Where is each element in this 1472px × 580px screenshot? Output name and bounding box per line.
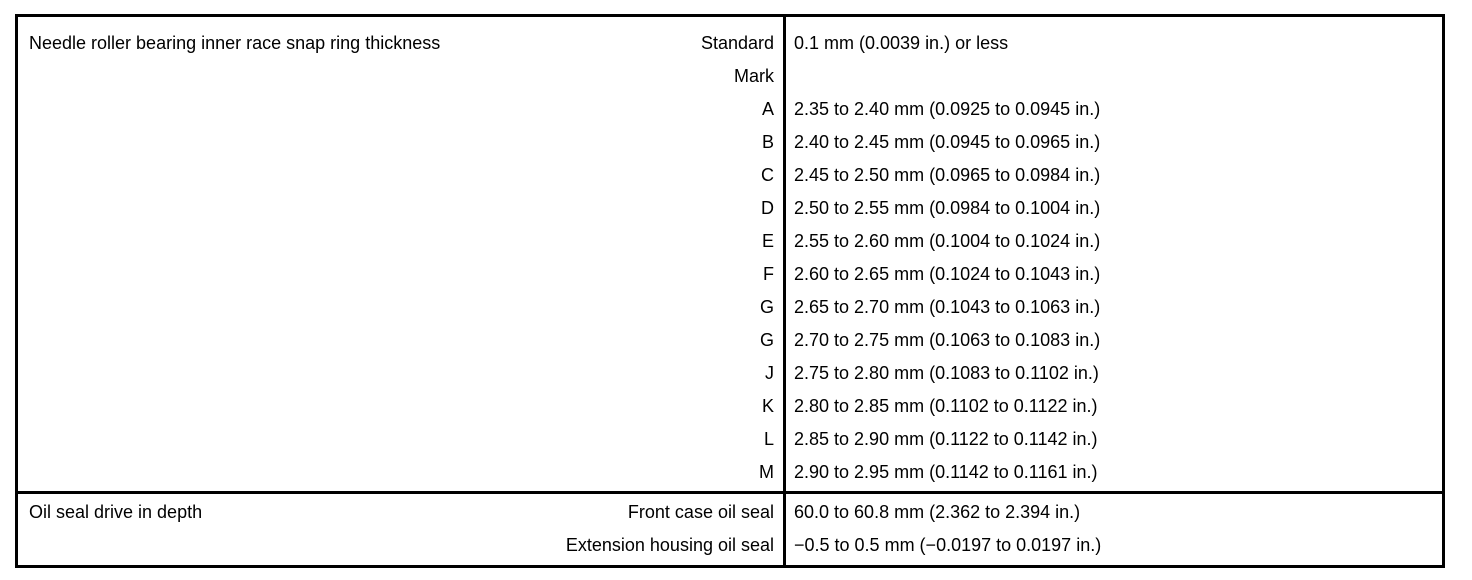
value-mark-e: 2.55 to 2.60 mm (0.1004 to 0.1024 in.) — [794, 231, 1101, 251]
sub-label-mark-j: J — [765, 363, 774, 383]
sub-label-mark-k: K — [761, 396, 774, 416]
value-mark-l: 2.85 to 2.90 mm (0.1122 to 0.1142 in.) — [794, 429, 1098, 449]
value-mark-g2: 2.70 to 2.75 mm (0.1063 to 0.1083 in.) — [794, 330, 1101, 350]
section-snap-ring-thickness: Needle roller bearing inner race snap ri… — [18, 17, 1442, 494]
value-mark-d: 2.50 to 2.55 mm (0.0984 to 0.1004 in.) — [794, 198, 1101, 218]
oil-seal-value-cell: 60.0 to 60.8 mm (2.362 to 2.394 in.) −0.… — [783, 494, 1442, 565]
sub-label-mark-b: B — [761, 132, 774, 152]
sub-label-mark-g2: G — [759, 330, 774, 350]
sub-label-mark-e: E — [761, 231, 774, 251]
sub-label-extension-housing-oil-seal: Extension housing oil seal — [565, 535, 774, 555]
oil-seal-label-cell: Oil seal drive in depth Front case oil s… — [18, 494, 783, 565]
value-mark-k: 2.80 to 2.85 mm (0.1102 to 0.1122 in.) — [794, 396, 1098, 416]
value-mark-b: 2.40 to 2.45 mm (0.0945 to 0.0965 in.) — [794, 132, 1101, 152]
value-mark-j: 2.75 to 2.80 mm (0.1083 to 0.1102 in.) — [794, 363, 1099, 383]
sub-label-standard: Standard — [700, 33, 774, 53]
value-mark-m: 2.90 to 2.95 mm (0.1142 to 0.1161 in.) — [794, 462, 1098, 482]
value-mark-a: 2.35 to 2.40 mm (0.0925 to 0.0945 in.) — [794, 99, 1101, 119]
oil-seal-main-label: Oil seal drive in depth — [29, 502, 203, 522]
value-mark-c: 2.45 to 2.50 mm (0.0965 to 0.0984 in.) — [794, 165, 1101, 185]
section-oil-seal-depth: Oil seal drive in depth Front case oil s… — [18, 494, 1442, 565]
sub-label-mark-c: C — [761, 165, 774, 185]
value-mark-f: 2.60 to 2.65 mm (0.1024 to 0.1043 in.) — [794, 264, 1101, 284]
value-standard: 0.1 mm (0.0039 in.) or less — [794, 33, 1009, 53]
sub-label-mark-d: D — [761, 198, 774, 218]
snap-ring-value-cell: 0.1 mm (0.0039 in.) or less 2.35 to 2.40… — [783, 17, 1442, 491]
snap-ring-main-label: Needle roller bearing inner race snap ri… — [29, 33, 441, 53]
sub-label-mark-m: M — [759, 462, 774, 482]
value-mark-empty — [786, 60, 1442, 93]
value-front-case-oil-seal: 60.0 to 60.8 mm (2.362 to 2.394 in.) — [794, 502, 1081, 522]
sub-label-mark-l: L — [763, 429, 774, 449]
sub-label-mark: Mark — [734, 66, 774, 86]
sub-label-mark-f: F — [763, 264, 774, 284]
value-extension-housing-oil-seal: −0.5 to 0.5 mm (−0.0197 to 0.0197 in.) — [794, 535, 1102, 555]
specification-table: Needle roller bearing inner race snap ri… — [15, 14, 1445, 568]
value-mark-g1: 2.65 to 2.70 mm (0.1043 to 0.1063 in.) — [794, 297, 1101, 317]
sub-label-front-case-oil-seal: Front case oil seal — [627, 502, 774, 522]
sub-label-mark-a: A — [761, 99, 774, 119]
snap-ring-label-cell: Needle roller bearing inner race snap ri… — [18, 17, 783, 491]
sub-label-mark-g1: G — [759, 297, 774, 317]
